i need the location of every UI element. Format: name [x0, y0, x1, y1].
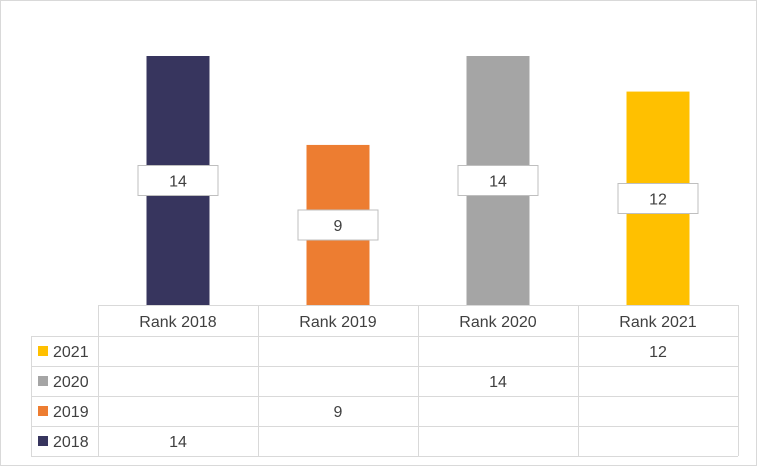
table-cell-value: 14 — [489, 374, 507, 391]
category-label: Rank 2019 — [299, 314, 376, 331]
data-label-text: 9 — [334, 218, 343, 235]
category-label: Rank 2018 — [139, 314, 216, 331]
legend-entry-2021: 2021 — [38, 344, 89, 361]
legend-swatch — [38, 346, 48, 356]
data-label-box — [137, 165, 219, 196]
legend-swatch — [38, 406, 48, 416]
bars-layer — [146, 56, 690, 305]
data-label-box — [297, 209, 379, 241]
data-label-box — [617, 182, 699, 214]
data-labels-layer: 14 9 14 12 — [137, 165, 699, 241]
data-label-2021: 12 — [617, 182, 699, 214]
category-label: Rank 2020 — [459, 314, 536, 331]
data-label-text: 14 — [489, 174, 507, 191]
legend-entry-2019: 2019 — [38, 404, 89, 421]
legend-label: 2020 — [53, 374, 89, 391]
table-cell-value: 14 — [169, 434, 187, 451]
data-label-2019: 9 — [297, 209, 379, 241]
legend-label: 2018 — [53, 434, 89, 451]
data-label-box — [457, 165, 539, 196]
table-cell-value: 12 — [649, 344, 667, 361]
category-label: Rank 2021 — [619, 314, 696, 331]
table-cell-value: 9 — [334, 404, 343, 421]
legend-entry-2020: 2020 — [38, 374, 89, 391]
legend-label: 2019 — [53, 404, 89, 421]
legend-swatch — [38, 376, 48, 386]
data-label-2018: 14 — [137, 165, 219, 196]
legend-label: 2021 — [53, 344, 89, 361]
data-label-text: 14 — [169, 174, 187, 191]
data-label-2020: 14 — [457, 165, 539, 196]
legend-entry-2018: 2018 — [38, 434, 89, 451]
data-label-text: 12 — [649, 191, 667, 208]
legend-swatch — [38, 436, 48, 446]
data-table: Rank 2018 Rank 2019 Rank 2020 Rank 2021 2021… — [31, 305, 739, 457]
